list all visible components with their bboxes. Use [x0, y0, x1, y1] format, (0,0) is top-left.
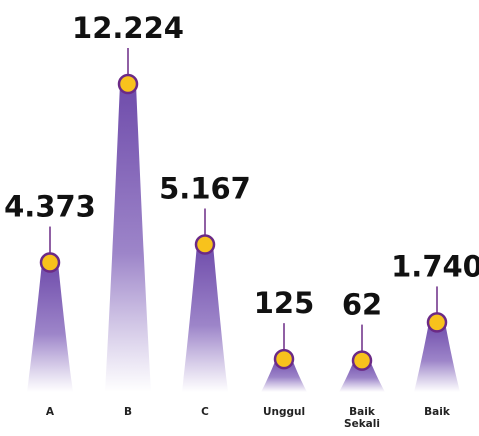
cone-bar	[105, 84, 151, 392]
category-label: B	[123, 406, 132, 418]
marker-dot	[273, 348, 295, 370]
marker-dot	[351, 350, 373, 371]
value-label: 4.373	[4, 190, 96, 224]
cone-bar	[414, 322, 460, 392]
category-label: Unggul	[262, 406, 306, 418]
cone-bar	[182, 244, 228, 392]
marker-dot	[117, 73, 139, 95]
category-label: Baik	[424, 406, 450, 418]
value-label: 5.167	[159, 171, 251, 205]
cone-bar	[261, 359, 307, 392]
value-label: 12.224	[72, 11, 184, 45]
cone-bar	[27, 262, 73, 392]
category-label: C	[201, 406, 209, 418]
value-label: 62	[342, 288, 382, 322]
value-label: 125	[254, 286, 315, 320]
marker-dot	[194, 234, 216, 255]
category-label: A	[45, 406, 55, 418]
marker-dot	[426, 312, 448, 333]
value-label: 1.740	[391, 249, 479, 283]
category-label: Baik Sekali	[344, 406, 380, 430]
cone-bar	[339, 360, 385, 392]
marker-dot	[39, 252, 61, 273]
